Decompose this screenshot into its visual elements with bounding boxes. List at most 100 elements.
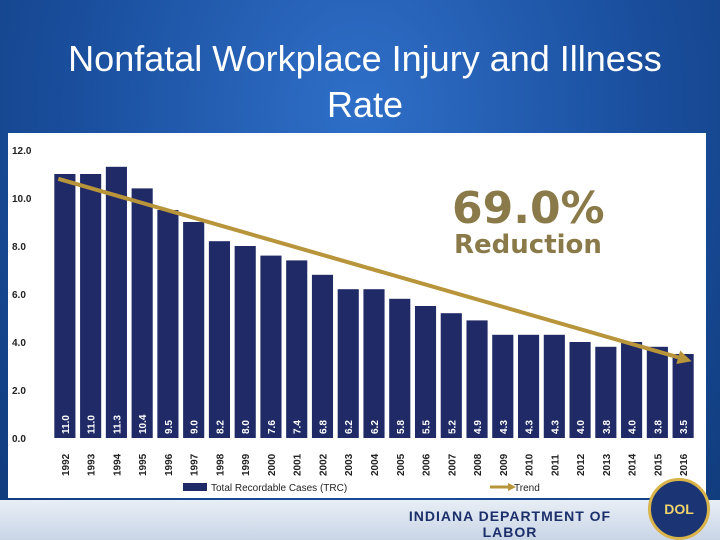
- x-tick-label: 2010: [525, 453, 536, 476]
- bar: [208, 241, 231, 438]
- bar: [414, 306, 437, 438]
- bar: [337, 289, 359, 438]
- footer-org-name: INDIANA DEPARTMENT OF LABOR: [408, 508, 612, 540]
- bar-value-label: 7.4: [293, 420, 304, 434]
- y-tick-label: 4.0: [12, 338, 26, 349]
- x-axis-labels: 1992 1993 1994 1995 1996 1997 1998 1999 2000 2001…: [61, 453, 690, 476]
- bar-value-label: 6.2: [344, 420, 355, 434]
- bar-value-label: 4.3: [499, 420, 510, 434]
- footer-bar: [0, 500, 720, 540]
- chart-panel: 0.0 2.0 4.0 6.0 8.0 10.0 12.0 11.0 11.0 11.3 10.4…: [8, 133, 706, 498]
- department-seal: DOL: [648, 478, 710, 540]
- bar: [621, 342, 643, 438]
- bar: [440, 313, 462, 438]
- y-tick-label: 2.0: [12, 386, 26, 397]
- x-tick-label: 1999: [241, 453, 252, 476]
- bar-value-label: 4.3: [550, 420, 561, 434]
- bar: [595, 346, 617, 438]
- bar-value-label: 3.8: [653, 420, 664, 434]
- x-tick-label: 2016: [679, 453, 690, 476]
- legend-label-trend: Trend: [514, 483, 540, 494]
- bar: [54, 174, 76, 438]
- y-tick-label: 12.0: [12, 146, 32, 157]
- x-tick-label: 1993: [87, 453, 98, 476]
- bar: [363, 289, 385, 438]
- bar-value-label: 11.3: [112, 415, 123, 434]
- bar-value-label: 5.2: [447, 420, 458, 434]
- bar-value-label: 5.5: [422, 420, 433, 434]
- bar: [286, 260, 308, 438]
- bar-value-label: 11.0: [61, 415, 72, 434]
- legend: Total Recordable Cases (TRC) Trend: [183, 483, 540, 494]
- x-tick-label: 2009: [499, 453, 510, 476]
- slide-title: Nonfatal Workplace Injury and Illness Ra…: [68, 38, 662, 125]
- trend-arrowhead: [676, 350, 692, 365]
- callout-word: Reduction: [454, 230, 602, 260]
- y-tick-label: 10.0: [12, 194, 32, 205]
- reduction-callout: 69.0% Reduction: [452, 183, 605, 260]
- trend-line: [57, 176, 692, 365]
- bar-value-label: 9.0: [190, 420, 201, 434]
- bar: [543, 334, 565, 438]
- bar-value-labels: 11.0 11.0 11.3 10.4 9.5 9.0 8.2 8.0 7.6 7.4 6.8 6.2…: [61, 414, 690, 434]
- bar-value-label: 3.8: [602, 420, 613, 434]
- bar: [260, 255, 282, 438]
- bar-value-label: 11.0: [87, 415, 98, 434]
- y-axis: 0.0 2.0 4.0 6.0 8.0 10.0 12.0: [12, 146, 32, 445]
- x-tick-label: 1995: [138, 453, 149, 476]
- bar: [131, 188, 153, 438]
- x-tick-label: 2005: [396, 453, 407, 476]
- x-tick-label: 1996: [164, 453, 175, 476]
- bars: [54, 166, 694, 439]
- bar: [672, 354, 694, 438]
- callout-percent: 69.0%: [452, 183, 605, 234]
- x-tick-label: 1992: [61, 453, 72, 476]
- bar: [466, 320, 488, 438]
- x-tick-label: 2002: [318, 453, 329, 476]
- legend-swatch-trc: [183, 483, 207, 491]
- bar-value-label: 4.3: [525, 420, 536, 434]
- bar-value-label: 6.2: [370, 420, 381, 434]
- bar: [517, 334, 540, 438]
- bar-value-label: 4.0: [576, 420, 587, 434]
- x-tick-label: 1997: [190, 453, 201, 476]
- bar-value-label: 8.2: [215, 420, 226, 434]
- bar-value-label: 3.5: [679, 420, 690, 434]
- x-tick-label: 2014: [628, 453, 639, 476]
- bar-value-label: 10.4: [138, 414, 149, 434]
- x-tick-label: 2007: [447, 453, 458, 476]
- x-tick-label: 2013: [602, 453, 613, 476]
- bar: [389, 298, 411, 438]
- bar-value-label: 9.5: [164, 420, 175, 434]
- x-tick-label: 1998: [215, 453, 226, 476]
- bar-value-label: 5.8: [396, 420, 407, 434]
- x-tick-label: 2011: [550, 454, 561, 476]
- bar-value-label: 4.9: [473, 420, 484, 434]
- bar: [183, 222, 205, 438]
- legend-label-trc: Total Recordable Cases (TRC): [211, 483, 347, 494]
- x-tick-label: 2006: [422, 453, 433, 476]
- bar: [646, 346, 668, 438]
- x-tick-label: 2008: [473, 453, 484, 476]
- y-tick-label: 6.0: [12, 290, 26, 301]
- x-tick-label: 2003: [344, 453, 355, 476]
- y-tick-label: 8.0: [12, 242, 26, 253]
- bar-value-label: 6.8: [318, 420, 329, 434]
- bar-value-label: 8.0: [241, 420, 252, 434]
- bar: [80, 174, 102, 438]
- x-tick-label: 1994: [112, 453, 123, 476]
- bar: [311, 274, 334, 438]
- bar: [569, 342, 591, 438]
- x-tick-label: 2012: [576, 453, 587, 476]
- bar: [492, 334, 514, 438]
- bar: [157, 210, 179, 438]
- bar-value-label: 7.6: [267, 420, 278, 434]
- x-tick-label: 2001: [293, 453, 304, 476]
- bar: [105, 166, 127, 439]
- x-tick-label: 2004: [370, 453, 381, 476]
- x-tick-label: 2000: [267, 453, 278, 476]
- x-tick-label: 2015: [653, 453, 664, 476]
- legend-arrow-trend: [508, 483, 516, 491]
- bar: [234, 246, 256, 438]
- y-tick-label: 0.0: [12, 434, 26, 445]
